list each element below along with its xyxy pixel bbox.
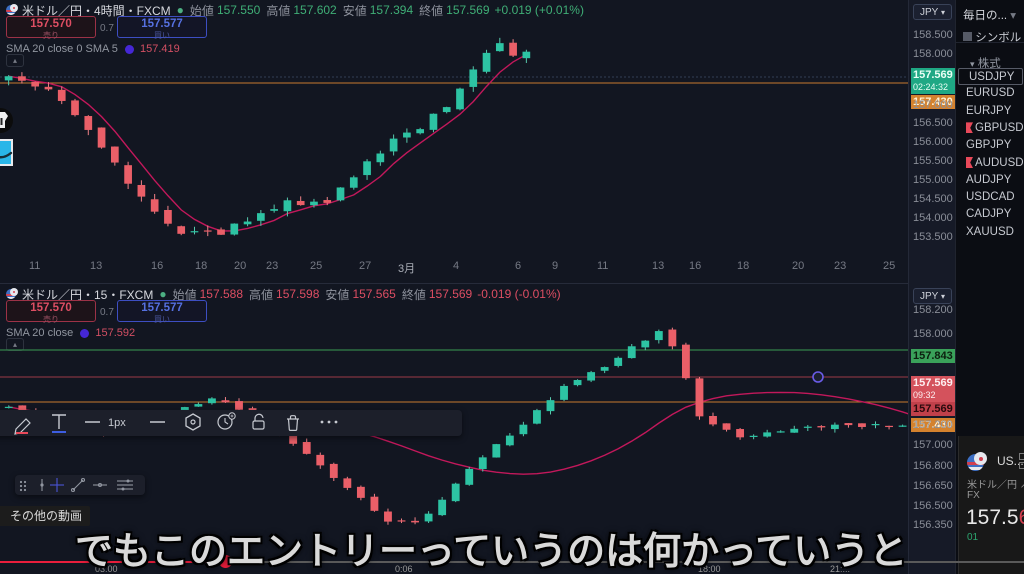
svg-text:1px: 1px [108, 417, 126, 429]
